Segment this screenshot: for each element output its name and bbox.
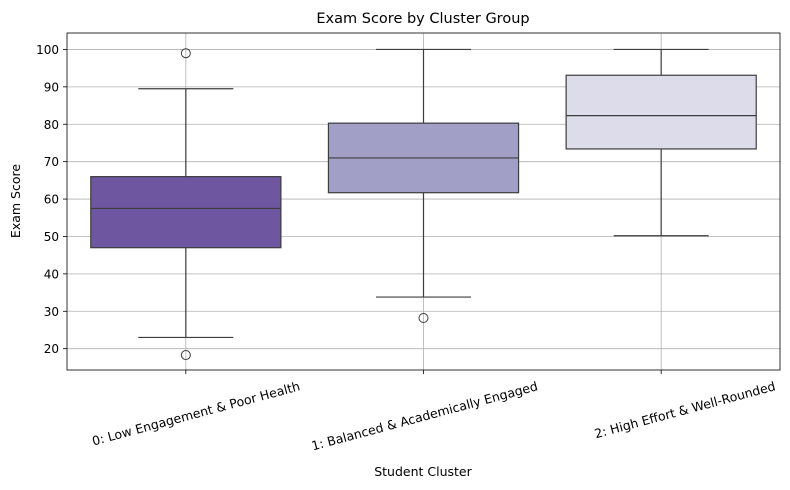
y-tick-label: 100 <box>36 43 59 57</box>
cluster-box-group <box>90 48 282 361</box>
x-tick-label: 2: High Effort & Well-Rounded <box>593 378 777 441</box>
chart-title: Exam Score by Cluster Group <box>316 11 529 27</box>
y-tick-label: 90 <box>44 80 59 94</box>
iqr-box <box>565 74 757 150</box>
x-axis-label: Student Cluster <box>374 464 472 479</box>
y-tick-label: 50 <box>44 230 59 244</box>
outlier-point <box>180 350 191 361</box>
outlier-point <box>180 48 191 59</box>
x-tick-label: 0: Low Engagement & Poor Health <box>90 378 301 448</box>
y-tick-label: 40 <box>44 267 59 281</box>
y-tick-label: 80 <box>44 118 59 132</box>
y-tick-label: 20 <box>44 342 59 356</box>
cluster-box-group <box>327 48 520 324</box>
x-axis-ticks: 0: Low Engagement & Poor Health 1: Balanc… <box>90 370 777 453</box>
y-tick-label: 70 <box>44 155 59 169</box>
boxes-layer <box>90 48 757 361</box>
y-tick-label: 60 <box>44 193 59 207</box>
y-axis-ticks: 20 30 40 50 60 70 80 90 100 <box>36 43 67 356</box>
iqr-box <box>90 176 282 249</box>
cluster-box-group <box>565 48 757 237</box>
x-tick-label: 1: Balanced & Academically Engaged <box>310 378 540 453</box>
y-tick-label: 30 <box>44 305 59 319</box>
y-axis-label: Exam Score <box>8 164 23 238</box>
outlier-point <box>418 313 429 324</box>
